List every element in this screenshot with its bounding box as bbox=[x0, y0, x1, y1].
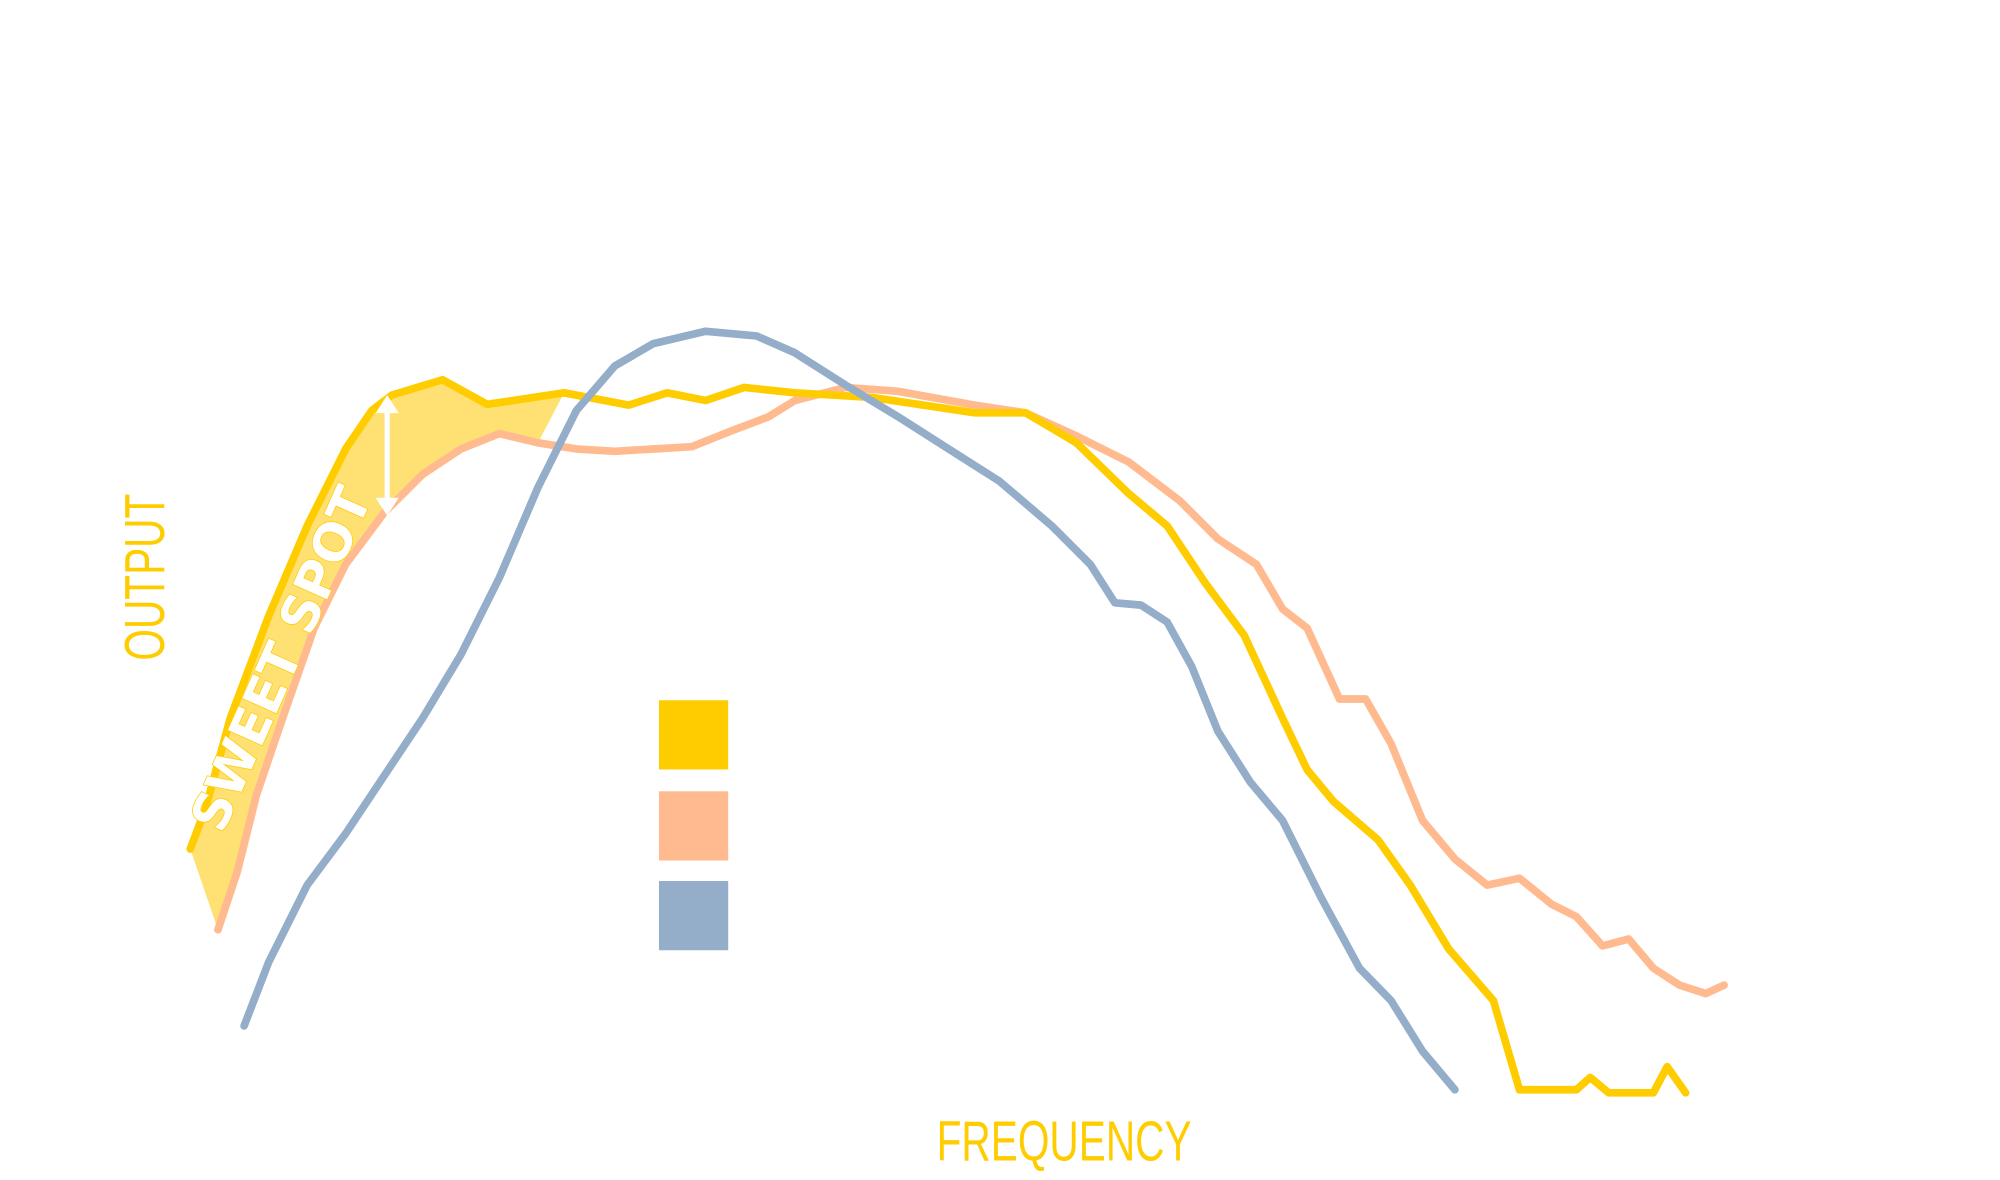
legend-swatch-blue bbox=[658, 881, 729, 951]
series-lines bbox=[186, 327, 1728, 1097]
series-yellow-line bbox=[186, 375, 1690, 1097]
y-axis-label: OUTPUT bbox=[115, 494, 177, 661]
sweet-spot-label: SWEET SPOT bbox=[179, 478, 384, 840]
sweet-spot-arrow bbox=[375, 395, 399, 516]
series-peach-line bbox=[214, 383, 1728, 998]
sweet-spot-fill bbox=[190, 379, 565, 930]
legend bbox=[658, 700, 729, 951]
legend-swatch-peach bbox=[658, 791, 729, 861]
legend-swatch-yellow bbox=[658, 700, 729, 770]
sweet-spot-area bbox=[190, 379, 565, 930]
x-axis-label: FREQUENCY bbox=[937, 1111, 1192, 1173]
series-blue-line bbox=[240, 327, 1459, 1094]
